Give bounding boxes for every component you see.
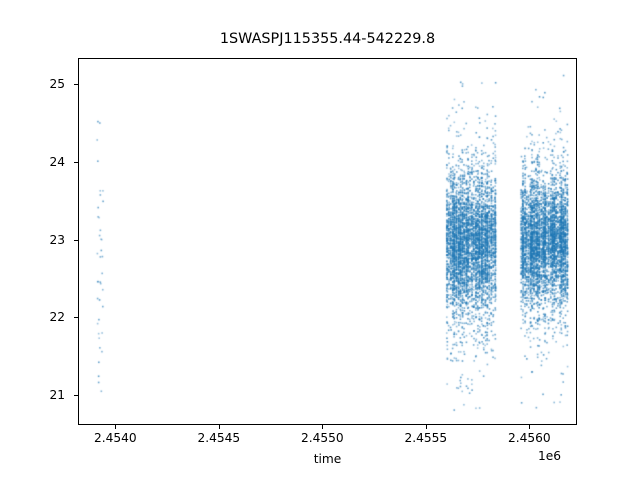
y-tick [74, 239, 78, 241]
y-tick-label: 21 [49, 388, 65, 403]
plot-axes [78, 58, 577, 425]
x-tick-label: 2.4545 [197, 431, 241, 445]
x-tick [218, 425, 220, 429]
x-tick-label: 2.4555 [404, 431, 448, 445]
x-tick-label: 2.4540 [93, 431, 137, 445]
x-axis-offset-text: 1e6 [538, 449, 562, 463]
y-tick-label: 22 [49, 310, 65, 325]
y-tick-label: 23 [49, 232, 65, 247]
x-tick-label: 2.4560 [508, 431, 551, 445]
x-tick-label: 2.4550 [300, 431, 344, 445]
x-tick [322, 425, 324, 429]
y-tick-label: 25 [49, 76, 65, 91]
y-axis-label: flux [0, 237, 1, 260]
x-axis-label: time [313, 452, 342, 466]
y-tick [74, 83, 78, 85]
y-tick [74, 161, 78, 163]
scatter-data-layer [79, 59, 576, 424]
y-tick [74, 395, 78, 397]
page-title: 1SWASPJ115355.44-542229.8 [219, 31, 436, 47]
x-tick [115, 425, 117, 429]
y-tick [74, 317, 78, 319]
x-tick [529, 425, 531, 429]
x-tick [425, 425, 427, 429]
y-tick-label: 24 [49, 154, 65, 169]
